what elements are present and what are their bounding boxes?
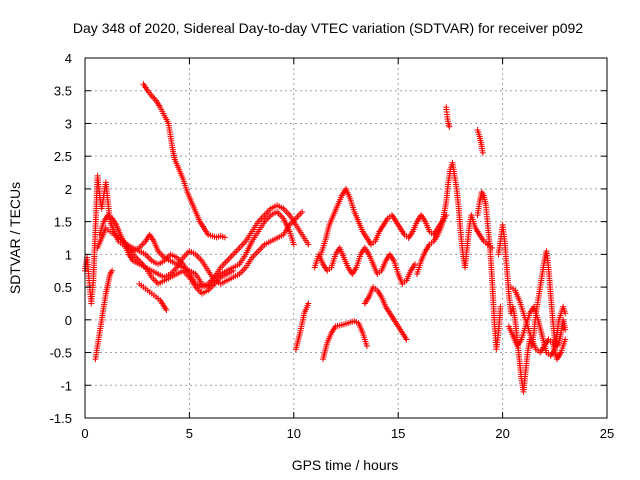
series-arc-m: [413, 159, 496, 277]
y-tick-label: 4: [65, 51, 72, 66]
data-point: [446, 123, 453, 130]
series-arc-i: [317, 185, 450, 258]
x-tick-label: 0: [81, 426, 88, 441]
series-arc-h: [292, 300, 312, 353]
data-point: [305, 300, 312, 307]
axis-ticks: [84, 57, 608, 419]
y-tick-label: -0.5: [50, 346, 72, 361]
data-point: [290, 241, 297, 248]
data-marks: [82, 81, 569, 395]
plot-frame: [84, 57, 608, 419]
tick-labels: 0 5 10 15 20 25 -1.5 -1 -0.5 0 0.5 1 1.5 2 2.5 3 3.5 4: [50, 51, 615, 441]
y-tick-label: 2.5: [54, 149, 72, 164]
y-tick-label: 0: [65, 313, 72, 328]
data-point: [305, 241, 312, 248]
series-arc-e: [92, 267, 116, 363]
data-point: [562, 310, 569, 317]
y-axis-label: SDTVAR / TECUs: [7, 182, 23, 294]
y-tick-label: 3: [65, 116, 72, 131]
y-tick-label: 1: [65, 247, 72, 262]
data-point: [299, 208, 306, 215]
chart-title: Day 348 of 2020, Sidereal Day-to-day VTE…: [73, 20, 583, 36]
data-point: [230, 267, 237, 274]
y-tick-label: 3.5: [54, 84, 72, 99]
series-arc-p: [474, 189, 504, 353]
data-point: [497, 303, 504, 310]
x-axis-label: GPS time / hours: [292, 457, 399, 473]
series-arc-j: [311, 244, 418, 287]
series-arc-l: [361, 284, 410, 343]
y-tick-label: -1: [60, 378, 72, 393]
series-arc-s: [505, 303, 569, 359]
x-tick-label: 5: [186, 426, 193, 441]
x-tick-label: 20: [495, 426, 509, 441]
x-tick-label: 10: [287, 426, 301, 441]
data-point: [479, 149, 486, 156]
series-arc-d: [123, 202, 312, 291]
data-point: [150, 94, 157, 101]
x-tick-label: 15: [391, 426, 405, 441]
data-point: [109, 267, 116, 274]
grid: [85, 58, 607, 418]
data-point: [363, 343, 370, 349]
series-arc-o: [474, 127, 486, 156]
data-point: [562, 336, 569, 343]
series-arc-f: [136, 280, 170, 313]
series-arc-n: [443, 104, 453, 130]
x-tick-label: 25: [600, 426, 614, 441]
data-point: [562, 326, 569, 333]
y-tick-label: 0.5: [54, 280, 72, 295]
y-tick-label: -1.5: [50, 411, 72, 426]
data-point: [221, 234, 228, 241]
series-arc-g: [140, 81, 228, 241]
data-point: [163, 307, 170, 313]
y-tick-label: 1.5: [54, 215, 72, 230]
y-tick-label: 2: [65, 182, 72, 197]
series-arc-k: [320, 318, 370, 363]
data-point: [403, 336, 410, 343]
data-point: [411, 261, 418, 268]
